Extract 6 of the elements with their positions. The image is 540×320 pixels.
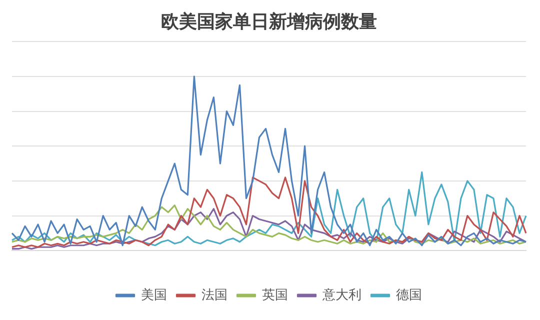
legend-label: 美国 (140, 286, 167, 303)
legend-label: 意大利 (321, 288, 362, 303)
legend-label: 法国 (201, 288, 228, 303)
chart-title: 欧美国家单日新增病例数量 (161, 11, 377, 32)
legend-label: 英国 (262, 288, 288, 303)
legend-label: 德国 (396, 288, 422, 303)
